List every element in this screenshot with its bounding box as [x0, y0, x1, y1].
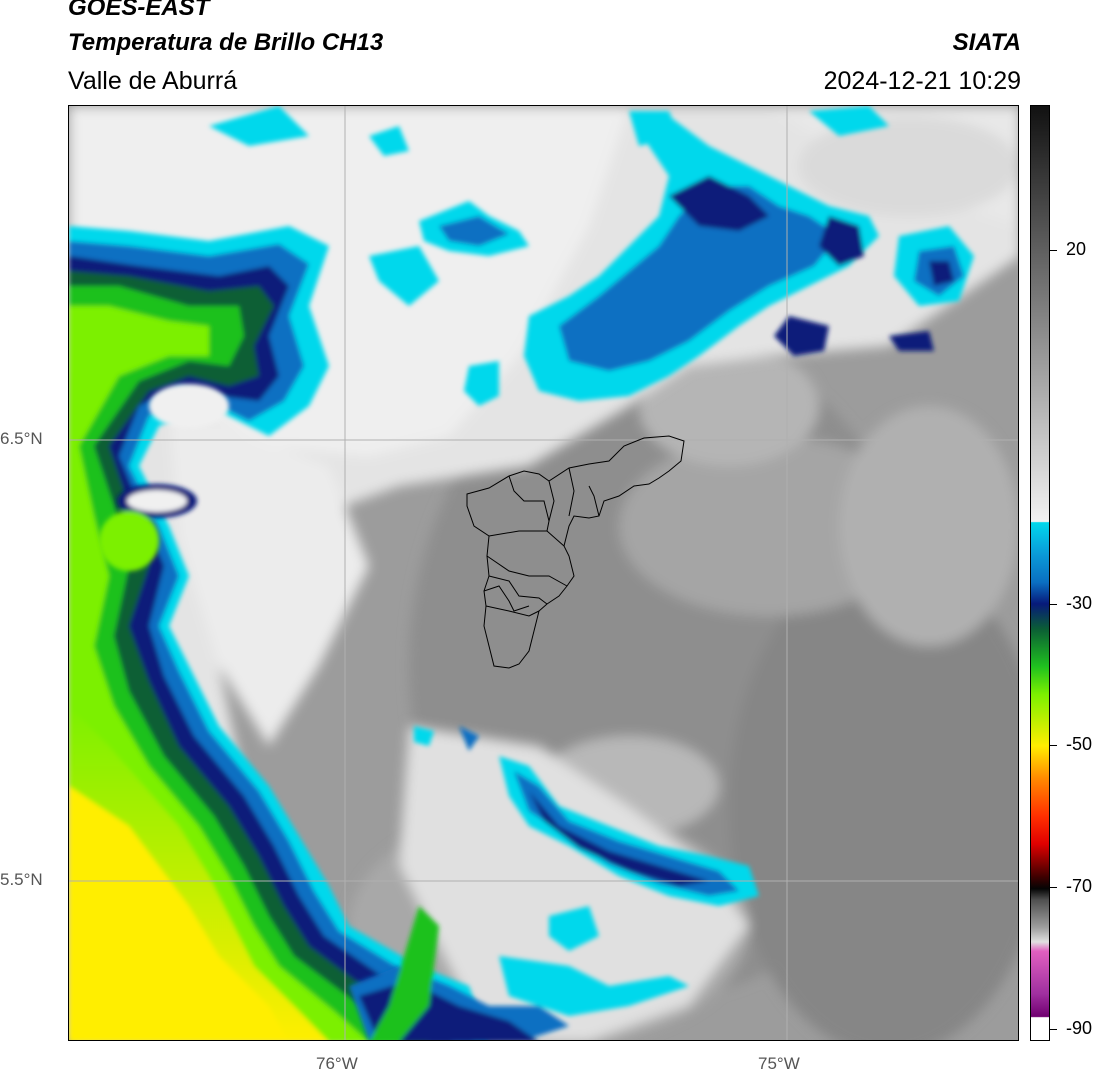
colorbar-label: -90	[1066, 1018, 1093, 1038]
colorbar	[1030, 105, 1050, 1041]
graticule	[69, 106, 1018, 1040]
lon-label-75: 75°W	[758, 1054, 800, 1073]
colorbar-tick	[1050, 1029, 1057, 1030]
colorbar-label: 20	[1066, 239, 1087, 259]
colorbar-label: -70	[1066, 876, 1093, 896]
product-title: Temperatura de Brillo CH13	[68, 29, 384, 56]
lat-label-6-5: 6.5°N	[0, 429, 43, 448]
organization-label: SIATA	[952, 29, 1021, 56]
valley-boundaries	[466, 435, 685, 669]
colorbar-tick	[1050, 745, 1057, 746]
cold-cloud-left	[69, 226, 489, 1040]
lon-label-76: 76°W	[316, 1054, 358, 1073]
colorbar-tick	[1050, 887, 1057, 888]
map-canvas	[69, 106, 1018, 1040]
colorbar-scale	[1031, 106, 1049, 1040]
datetime-label: 2024-12-21 10:29	[823, 67, 1021, 95]
cloud-gap	[99, 384, 229, 571]
cold-cloud-band	[349, 726, 759, 1040]
satellite-title: GOES-EAST	[68, 0, 210, 21]
region-subtitle: Valle de Aburrá	[68, 67, 238, 95]
colorbar-label: -30	[1066, 593, 1093, 613]
colorbar-tick	[1050, 250, 1057, 251]
cold-cloud-top	[209, 106, 974, 406]
colorbar-label: -50	[1066, 734, 1093, 754]
satellite-map[interactable]	[68, 105, 1019, 1041]
colorbar-tick	[1050, 604, 1057, 605]
lat-label-5-5: 5.5°N	[0, 870, 43, 889]
